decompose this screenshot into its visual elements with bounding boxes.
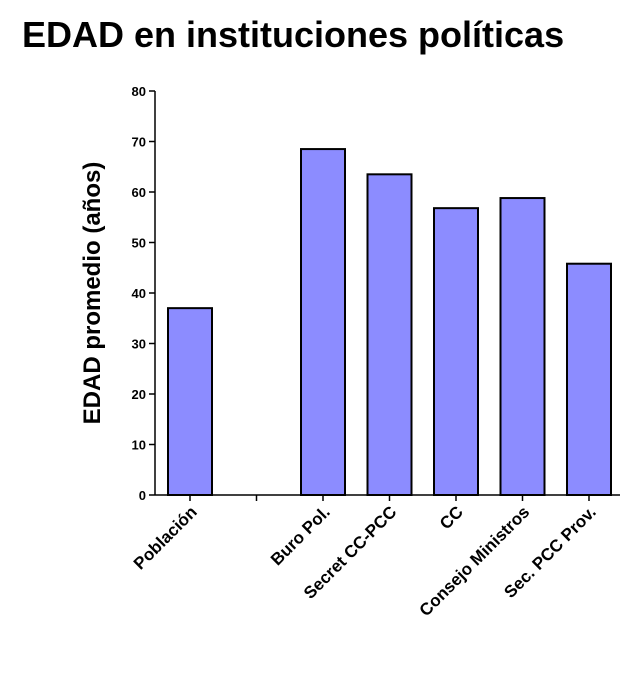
bar <box>499 197 546 496</box>
y-tick-label: 80 <box>132 84 146 99</box>
chart-title: EDAD en instituciones políticas <box>22 14 565 55</box>
y-tick-label: 10 <box>132 438 146 453</box>
y-tick-label: 0 <box>139 488 146 503</box>
y-tick-label: 50 <box>132 236 146 251</box>
y-axis-title: EDAD promedio (años) <box>79 162 106 425</box>
y-tick-label: 60 <box>132 185 146 200</box>
y-tick-label: 40 <box>132 286 146 301</box>
bar <box>433 207 479 496</box>
category-labels: Población Buro Pol.Secret CC-PCC CCConsejo… <box>130 502 600 620</box>
y-axis: 0 10 20 30 40 50 60 70 80 <box>132 84 156 503</box>
y-tick-label: 30 <box>132 337 146 352</box>
bar <box>566 262 612 496</box>
y-tick-label: 70 <box>132 135 146 150</box>
bar <box>167 307 213 496</box>
y-tick-label: 20 <box>132 387 146 402</box>
bar <box>366 173 413 496</box>
bars <box>167 148 612 496</box>
bar <box>300 148 346 496</box>
x-tick-label: Buro Pol. <box>267 502 334 569</box>
x-tick-label: Consejo Ministros <box>416 502 534 620</box>
x-tick-label: Población <box>130 502 201 573</box>
x-tick-label: CC <box>436 502 467 533</box>
